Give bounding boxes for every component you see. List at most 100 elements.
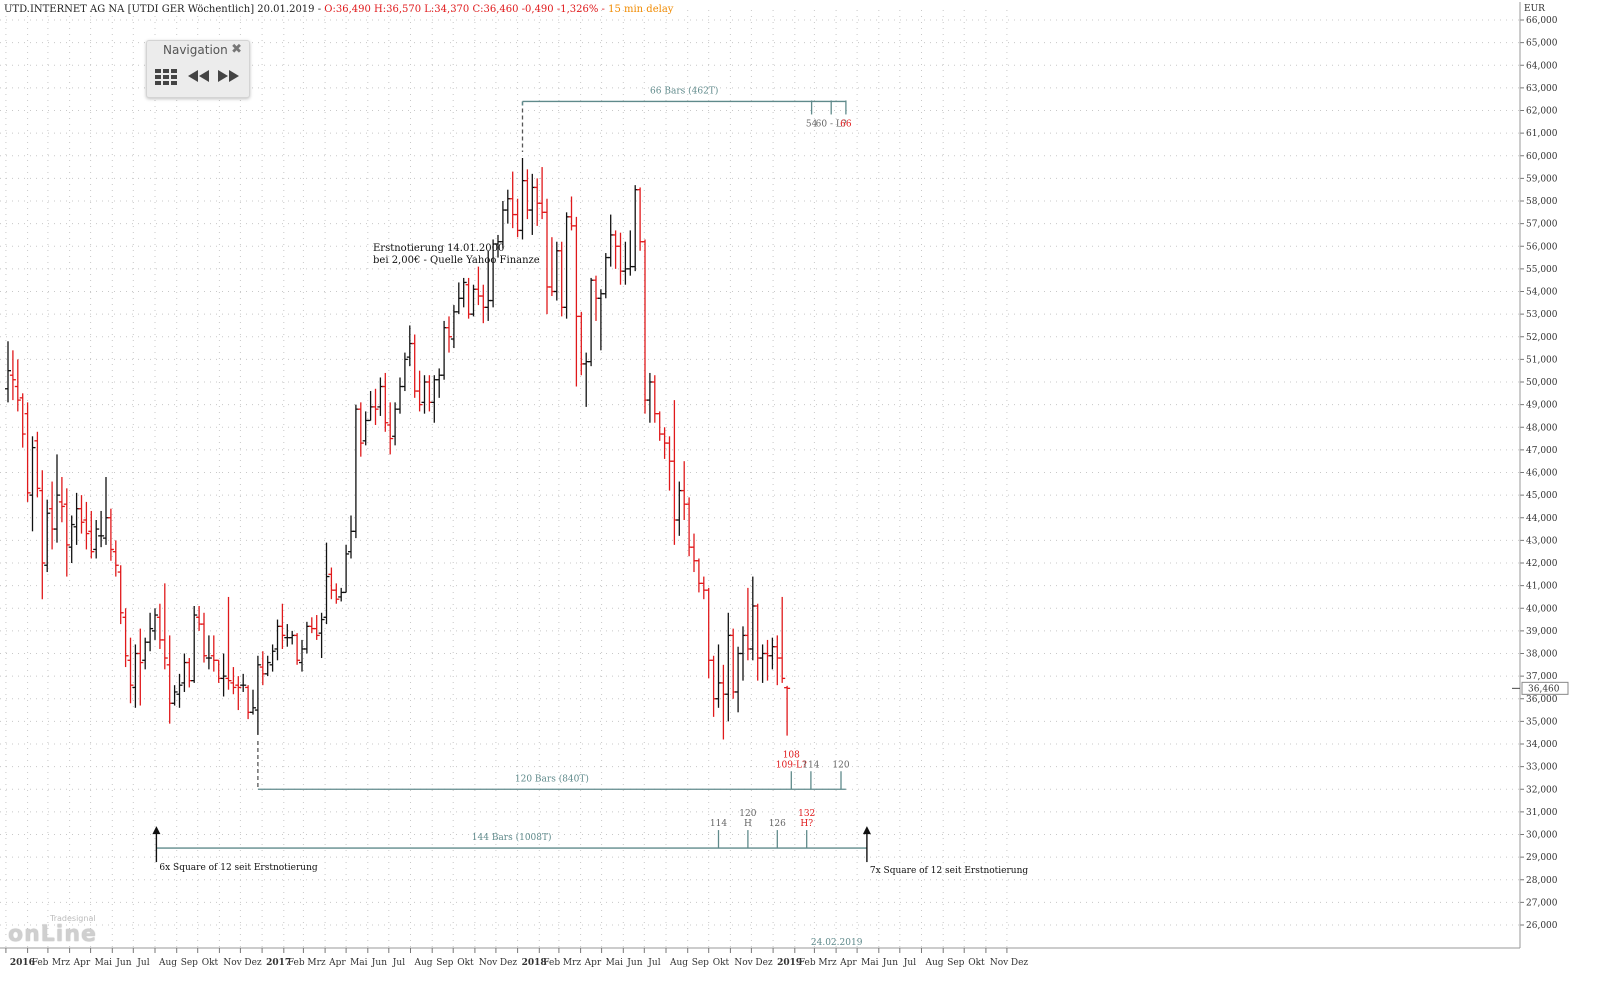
cycle-label: 66 Bars (462T) <box>650 85 718 96</box>
x-tick-label: Apr <box>584 958 602 968</box>
chart-title-bar: UTD.INTERNET AG NA [UTDI GER Wöchentlich… <box>4 4 673 15</box>
ohlc-bar <box>529 173 536 235</box>
cycle-label: 120 Bars (840T) <box>515 773 589 784</box>
x-tick-label: Mrz <box>307 958 326 968</box>
x-tick-label: Jun <box>371 958 387 968</box>
ohlc-bar <box>254 655 261 735</box>
ohlc-bar <box>68 515 75 563</box>
last-price-label: 36,460 <box>1528 684 1560 694</box>
fast-forward-icon[interactable] <box>217 67 241 89</box>
ohlc-bars <box>5 158 791 740</box>
ohlc-bar <box>259 651 266 686</box>
y-tick-label: 66,000 <box>1526 16 1558 26</box>
navigation-panel[interactable]: Navigation ✖ <box>146 40 250 98</box>
ohlc-bar <box>73 492 80 545</box>
ohlc-bar <box>181 653 188 692</box>
y-tick-label: 28,000 <box>1526 876 1558 886</box>
ohlc-bar <box>137 628 144 706</box>
ohlc-bar <box>215 659 222 683</box>
y-tick-label: 38,000 <box>1526 650 1558 660</box>
ohlc-bar <box>656 411 663 441</box>
ohlc-bar <box>397 377 403 414</box>
x-tick-label: 2019 <box>777 958 802 968</box>
y-tick-label: 60,000 <box>1526 152 1558 162</box>
cycle-label: 144 Bars (1008T) <box>472 832 552 843</box>
y-tick-label: 57,000 <box>1526 220 1558 230</box>
cycle-tick-label: 132 <box>798 809 815 819</box>
ohlc-bar <box>524 169 531 220</box>
arrow-start-head <box>152 826 161 835</box>
rewind-icon[interactable] <box>187 67 211 89</box>
y-tick-label: 46,000 <box>1526 469 1558 479</box>
y-tick-label: 53,000 <box>1526 310 1558 320</box>
ohlc-bar <box>480 284 487 324</box>
cycle-tick-label: 109-L? <box>776 760 807 770</box>
y-tick-label: 58,000 <box>1526 197 1558 207</box>
ohlc-bar <box>499 201 506 249</box>
x-tick-label: Jun <box>882 958 898 968</box>
grid-icon[interactable] <box>155 67 179 89</box>
square-start-label: 6x Square of 12 seit Erstnotierung <box>159 863 318 873</box>
ohlc-bar <box>49 481 56 550</box>
y-tick-label: 44,000 <box>1526 514 1558 524</box>
x-tick-label: Nov <box>479 958 498 968</box>
ohlc-bar <box>39 470 46 600</box>
ohlc-bar <box>112 540 119 577</box>
delay-label: 15 min delay <box>608 4 674 15</box>
ohlc-bar <box>348 515 354 559</box>
ohlc-bar <box>24 402 31 502</box>
x-tick-label: 2018 <box>522 958 547 968</box>
ohlc-bar <box>563 212 570 319</box>
ohlc-bar <box>54 454 60 543</box>
y-tick-label: 47,000 <box>1526 446 1558 456</box>
close-icon[interactable]: ✖ <box>231 42 242 57</box>
ohlc-bar <box>426 375 433 412</box>
x-tick-label: Mrz <box>52 958 71 968</box>
ohlc-bar <box>299 639 305 672</box>
x-tick-label: Nov <box>734 958 753 968</box>
ohlc-bar <box>700 576 707 600</box>
logo-wordmark: onLine <box>8 922 97 947</box>
ohlc-bar <box>152 608 158 640</box>
x-tick-label: Apr <box>73 958 91 968</box>
ohlc-bar <box>88 510 95 559</box>
ohlc-bar <box>759 644 766 683</box>
y-tick-label: 59,000 <box>1526 174 1558 184</box>
cycle-tick-label: 60 - L? <box>816 119 847 129</box>
y-tick-label: 32,000 <box>1526 785 1558 795</box>
y-tick-label: 49,000 <box>1526 401 1558 411</box>
x-tick-label: Okt <box>457 958 474 968</box>
x-tick-label: Jun <box>626 958 642 968</box>
ohlc-bar <box>78 495 85 534</box>
ohlc-bar <box>401 352 408 392</box>
x-tick-label: Mai <box>861 958 879 968</box>
x-tick-label: Okt <box>968 958 985 968</box>
ohlc-bar <box>666 436 673 491</box>
ohlc-bar <box>504 189 511 224</box>
ohlc-bar <box>156 603 163 649</box>
axes <box>0 2 1524 953</box>
y-tick-label: 65,000 <box>1526 39 1558 49</box>
ohlc-bar <box>210 635 217 672</box>
ohlc-bar <box>313 615 320 640</box>
x-tick-label: Sep <box>181 958 198 968</box>
ohlc-bar <box>597 289 604 351</box>
ohlc-bar <box>147 612 154 652</box>
y-tick-label: 36,000 <box>1526 695 1558 705</box>
ohlc-bar <box>602 253 609 299</box>
ohlc-bar <box>548 237 555 297</box>
ohlc-bar <box>44 499 51 573</box>
x-tick-label: Aug <box>669 958 688 968</box>
square-end-label: 7x Square of 12 seit Erstnotierung <box>870 866 1029 876</box>
x-tick-label: Aug <box>158 958 177 968</box>
ohlc-bar <box>730 628 737 699</box>
grid <box>0 10 1520 948</box>
x-tick-label: Dez <box>1011 958 1029 968</box>
date-label: 24.02.2019 <box>811 938 863 948</box>
ohlc-bar <box>289 630 296 645</box>
ohlc-bar <box>240 673 247 692</box>
ohlc-bar <box>333 583 340 604</box>
y-tick-label: 37,000 <box>1526 672 1558 682</box>
ohlc-bar <box>509 171 516 229</box>
